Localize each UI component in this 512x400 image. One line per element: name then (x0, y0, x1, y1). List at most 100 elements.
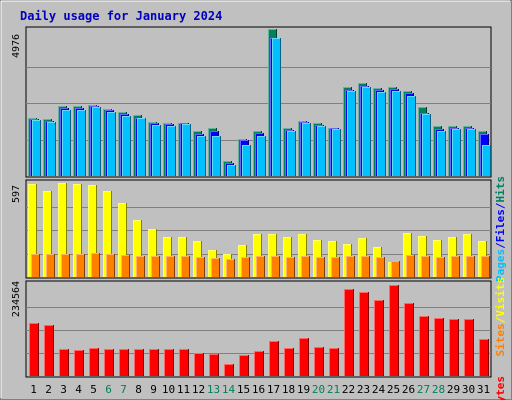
bar-bottom-kbytes-day-3 (59, 349, 69, 376)
x-tick-label-day-11: 11 (177, 383, 190, 396)
legend-entry-files: Files (494, 209, 507, 242)
bar-middle-sites-day-9 (151, 256, 160, 277)
x-tick-label-day-30: 30 (462, 383, 475, 396)
x-tick-label-day-29: 29 (447, 383, 460, 396)
bar-top-pages-day-29 (452, 129, 461, 176)
bar-middle-sites-day-29 (451, 256, 460, 277)
bar-top-pages-day-16 (257, 136, 266, 176)
bar-bottom-kbytes-day-20 (314, 347, 324, 376)
x-tick-label-day-3: 3 (60, 383, 67, 396)
bar-top-pages-day-1 (32, 120, 41, 176)
bar-top-pages-day-15 (242, 145, 251, 176)
bar-middle-sites-day-2 (46, 254, 55, 277)
bar-top-pages-day-2 (47, 122, 56, 176)
bar-top-pages-day-11 (182, 124, 191, 176)
bar-middle-sites-day-8 (136, 256, 145, 277)
x-tick-label-day-16: 16 (252, 383, 265, 396)
bars (28, 29, 491, 376)
bar-top-pages-day-10 (167, 126, 176, 176)
bar-middle-sites-day-12 (196, 257, 205, 277)
bar-bottom-kbytes-day-27 (419, 316, 429, 376)
bar-middle-sites-day-27 (421, 256, 430, 277)
bar-bottom-kbytes-day-30 (464, 319, 474, 376)
bar-middle-sites-day-16 (256, 256, 265, 277)
x-tick-label-day-5: 5 (90, 383, 97, 396)
bar-top-pages-day-7 (122, 116, 131, 176)
bar-top-pages-day-14 (227, 165, 236, 176)
bar-bottom-kbytes-day-24 (374, 300, 384, 376)
bar-middle-sites-day-22 (346, 256, 355, 277)
x-tick-label-day-2: 2 (45, 383, 52, 396)
bar-bottom-kbytes-day-14 (224, 364, 234, 376)
bar-top-pages-day-26 (407, 96, 416, 176)
x-tick-label-day-15: 15 (237, 383, 250, 396)
bar-middle-sites-day-1 (31, 254, 40, 277)
x-tick-label-day-24: 24 (372, 383, 386, 396)
legend-middle: Sites/Visits (494, 277, 507, 357)
x-tick-label-day-4: 4 (75, 383, 82, 396)
bar-bottom-kbytes-day-4 (74, 350, 84, 376)
x-tick-label-day-28: 28 (432, 383, 445, 396)
bar-middle-sites-day-30 (466, 256, 475, 277)
bar-middle-sites-day-19 (301, 256, 310, 277)
x-tick-label-day-17: 17 (267, 383, 280, 396)
bar-middle-sites-day-13 (211, 258, 220, 277)
bar-middle-sites-day-11 (181, 256, 190, 277)
bar-top-pages-day-27 (422, 114, 431, 176)
bar-bottom-kbytes-day-15 (239, 355, 249, 376)
x-tick-label-day-18: 18 (282, 383, 295, 396)
x-axis-day-labels: 1 2 3 4 5 6 7 8 9 10 11 12 13 14 15 16 17 18 19 20 21 22 23 24 2… (30, 383, 490, 396)
legend-entry-visits: Visits (494, 277, 507, 317)
x-tick-label-day-31: 31 (477, 383, 490, 396)
x-tick-label-day-1: 1 (30, 383, 37, 396)
bar-top-pages-day-28 (437, 131, 446, 176)
legend-entry-slash: / (494, 242, 507, 249)
bottom-panel-ymax-label: 234564 (11, 281, 22, 317)
x-tick-label-day-23: 23 (357, 383, 370, 396)
bar-middle-sites-day-21 (331, 257, 340, 277)
bar-bottom-kbytes-day-25 (389, 285, 399, 376)
bar-top-pages-day-19 (302, 123, 311, 176)
bar-bottom-kbytes-day-17 (269, 341, 279, 376)
x-tick-label-day-25: 25 (387, 383, 400, 396)
bar-bottom-kbytes-day-13 (209, 354, 219, 376)
bar-middle-sites-day-26 (406, 255, 415, 277)
bar-top-pages-day-9 (152, 125, 161, 176)
bar-top-pages-day-4 (77, 110, 86, 176)
bar-bottom-kbytes-day-12 (194, 353, 204, 376)
x-tick-label-day-7: 7 (120, 383, 127, 396)
x-tick-label-day-19: 19 (297, 383, 310, 396)
bar-middle-sites-day-14 (226, 259, 235, 277)
bar-middle-sites-day-6 (106, 254, 115, 277)
bar-bottom-kbytes-day-2 (44, 325, 54, 376)
x-tick-label-day-14: 14 (222, 383, 236, 396)
bar-bottom-kbytes-day-31 (479, 339, 489, 376)
bar-top-pages-day-17 (272, 38, 281, 176)
bar-bottom-kbytes-day-21 (329, 348, 339, 376)
bar-bottom-kbytes-day-23 (359, 292, 369, 376)
bar-top-pages-day-18 (287, 131, 296, 176)
bar-bottom-kbytes-day-5 (89, 348, 99, 376)
bar-middle-sites-day-31 (481, 256, 490, 277)
top-panel-ymax-label: 4976 (11, 34, 22, 58)
x-tick-label-day-27: 27 (417, 383, 430, 396)
x-tick-label-day-6: 6 (105, 383, 112, 396)
chart-title: Daily usage for January 2024 (20, 9, 222, 23)
legend-entry-kbytes: KBytes (494, 376, 507, 400)
bar-top-pages-day-22 (347, 91, 356, 176)
bar-bottom-kbytes-day-18 (284, 348, 294, 376)
x-tick-label-day-26: 26 (402, 383, 415, 396)
bar-bottom-kbytes-day-8 (134, 349, 144, 376)
bar-middle-sites-day-4 (76, 254, 85, 277)
bar-middle-sites-day-18 (286, 257, 295, 277)
middle-panel-ymax-label: 597 (11, 185, 22, 203)
legend-entry-hits: Hits (494, 176, 507, 203)
bar-bottom-kbytes-day-9 (149, 349, 159, 376)
x-tick-label-day-20: 20 (312, 383, 325, 396)
bar-middle-sites-day-7 (121, 255, 130, 277)
bar-bottom-kbytes-day-28 (434, 318, 444, 376)
bar-top-pages-day-13 (212, 136, 221, 176)
bar-top-pages-day-21 (332, 129, 341, 176)
